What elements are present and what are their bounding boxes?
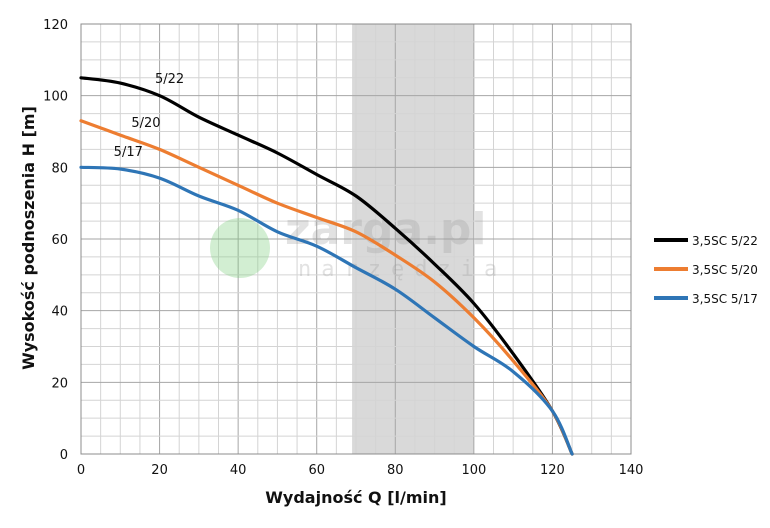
- series-lines: [79, 76, 574, 456]
- y-tick-label: 120: [43, 18, 68, 33]
- curve-label: 5/17: [114, 145, 143, 160]
- legend-label: 3,5SC 5/22: [692, 234, 758, 248]
- legend-label: 3,5SC 5/20: [692, 263, 758, 277]
- x-tick-label: 140: [619, 463, 644, 478]
- x-tick-label: 0: [77, 463, 85, 478]
- y-axis-title: Wysokość podnoszenia H [m]: [19, 106, 38, 370]
- y-tick-label: 0: [60, 448, 68, 463]
- y-tick-label: 20: [51, 376, 68, 391]
- y-tick-label: 40: [51, 305, 68, 320]
- series-line: [79, 165, 574, 456]
- legend-label: 3,5SC 5/17: [692, 292, 758, 306]
- x-tick-label: 120: [540, 463, 565, 478]
- x-tick-label: 100: [461, 463, 486, 478]
- curve-labels: 5/22 5/20 5/17: [114, 72, 184, 160]
- x-axis-title: Wydajność Q [l/min]: [265, 488, 446, 507]
- curve-label: 5/22: [155, 72, 184, 87]
- y-tick-label: 80: [51, 161, 68, 176]
- tick-labels: 0 20 40 60 80 100 120 140 0 20 40 60 80 100 120: [43, 18, 643, 478]
- curve-label: 5/20: [131, 116, 160, 131]
- plot-area-border: [80, 23, 632, 455]
- x-tick-label: 40: [230, 463, 247, 478]
- x-tick-label: 20: [151, 463, 168, 478]
- series-line: [79, 119, 574, 456]
- series-line: [79, 76, 574, 456]
- y-tick-label: 100: [43, 90, 68, 105]
- y-tick-label: 60: [51, 233, 68, 248]
- gridlines: [80, 23, 632, 455]
- watermark-tagline: narzędzia: [298, 257, 507, 282]
- plot-frame: [80, 23, 632, 455]
- watermark-logo-mark: [210, 218, 270, 278]
- x-tick-label: 80: [387, 463, 404, 478]
- x-tick-label: 60: [308, 463, 325, 478]
- watermark: zarga.pl narzędzia: [210, 204, 507, 282]
- legend: 3,5SC 5/22 3,5SC 5/20 3,5SC 5/17: [654, 234, 758, 306]
